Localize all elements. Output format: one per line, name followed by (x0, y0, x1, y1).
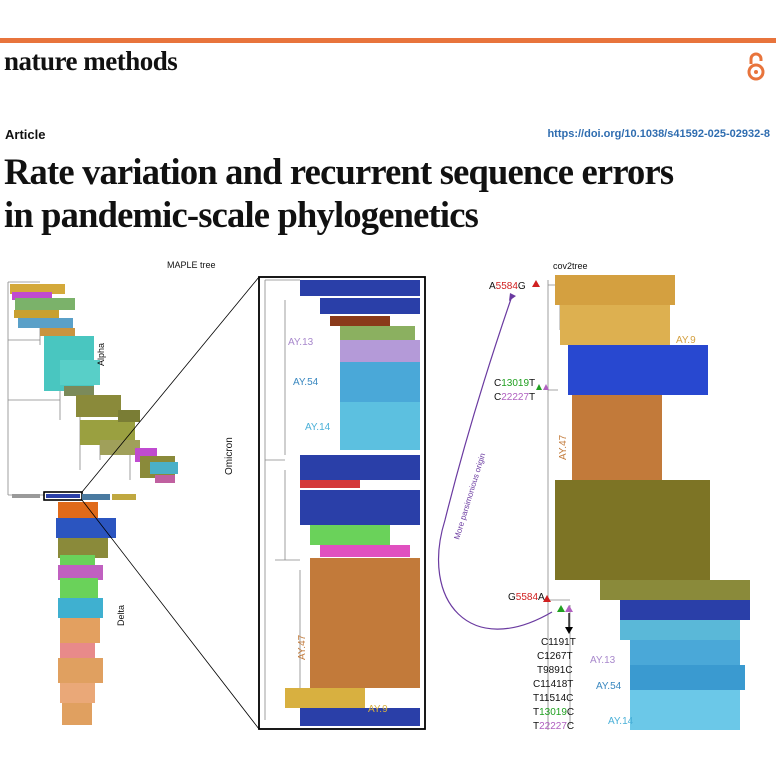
zoom-label-ay54: AY.54 (293, 377, 319, 388)
open-access-icon (747, 52, 765, 81)
zoom-label-ay9: AY.9 (368, 704, 388, 715)
zoom-panel: AY.13 AY.54 AY.14 AY.47 AY.9 (264, 279, 420, 726)
title-line-1: Rate variation and recurrent sequence er… (4, 151, 674, 192)
omicron-label: Omicron (224, 437, 235, 475)
zoom-label-ay13: AY.13 (288, 337, 314, 348)
svg-text:C13019T: C13019T (494, 378, 535, 389)
cov2tree-label: cov2tree (553, 261, 588, 271)
journal-name: nature methods (4, 46, 178, 76)
cov2-tree: AY.9 AY.47 AY.13 AY.54 AY.14 (547, 275, 750, 730)
doi-link[interactable]: https://doi.org/10.1038/s41592-025-02932… (547, 128, 770, 140)
svg-text:C22227T: C22227T (494, 392, 535, 403)
article-type: Article (5, 127, 46, 142)
svg-text:G5584A: G5584A (508, 592, 545, 603)
cov2-label-ay47: AY.47 (558, 434, 569, 460)
alpha-label: Alpha (96, 343, 106, 366)
accent-bar (0, 38, 776, 43)
zoom-label-ay47: AY.47 (297, 634, 308, 660)
svg-text:T13019C: T13019C (533, 707, 574, 718)
maple-tree-label: MAPLE tree (167, 260, 216, 270)
mutation-list-item: C1191T (541, 637, 576, 648)
title-line-2: in pandemic-scale phylogenetics (4, 194, 479, 235)
page-title: Rate variation and recurrent sequence er… (4, 150, 776, 236)
mutation-list-item: C11418T (533, 679, 573, 690)
arrow-label: More parsimonious origin (452, 452, 487, 541)
cov2-label-ay13: AY.13 (590, 655, 616, 666)
cov2-label-ay14: AY.14 (608, 716, 634, 727)
mutation-list-item: T9891C (537, 665, 573, 676)
parsimony-arrow: More parsimonious origin (437, 293, 553, 630)
delta-label: Delta (116, 605, 126, 626)
mutation-labels: A5584G C13019T C22227T G5584A C1191T C12… (489, 280, 576, 732)
mutation-list-item: C1267T (537, 651, 573, 662)
cov2-label-ay54: AY.54 (596, 681, 622, 692)
cov2-label-ay9: AY.9 (676, 335, 696, 346)
svg-text:T22227C: T22227C (533, 721, 574, 732)
mutation-list-item: T11514C (533, 693, 573, 704)
overview-tree: Alpha Delta (7, 281, 178, 725)
svg-text:A5584G: A5584G (489, 281, 526, 292)
zoom-label-ay14: AY.14 (305, 422, 331, 433)
